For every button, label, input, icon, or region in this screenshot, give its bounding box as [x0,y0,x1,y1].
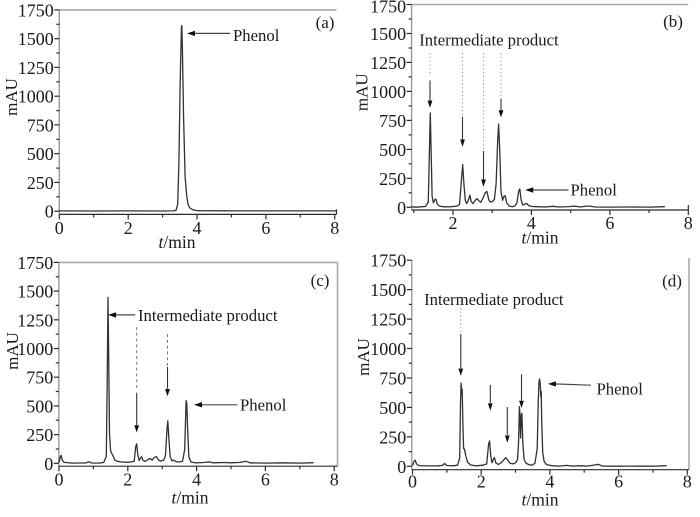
svg-text:1000: 1000 [370,82,406,102]
svg-text:250: 250 [26,425,53,445]
svg-text:1750: 1750 [370,0,406,16]
svg-text:mAU: mAU [3,332,22,370]
svg-text:6: 6 [261,218,270,238]
svg-text:1500: 1500 [370,280,406,300]
svg-text:8: 8 [683,472,692,492]
svg-text:6: 6 [261,469,270,489]
svg-text:500: 500 [26,396,53,416]
svg-text:2: 2 [449,213,458,233]
svg-text:2: 2 [477,472,486,492]
svg-text:1750: 1750 [17,253,53,273]
svg-text:0: 0 [397,457,406,477]
svg-text:Phenol: Phenol [571,180,618,199]
svg-text:Intermediate product: Intermediate product [419,30,559,49]
svg-text:8: 8 [330,218,339,238]
svg-text:t/min: t/min [159,232,196,252]
svg-text:1750: 1750 [18,0,54,20]
svg-text:4: 4 [192,469,201,489]
svg-text:0: 0 [408,472,417,492]
svg-text:(c): (c) [311,271,330,290]
svg-text:6: 6 [614,472,623,492]
svg-text:(d): (d) [662,272,682,291]
svg-text:1500: 1500 [370,24,406,44]
svg-text:750: 750 [27,115,54,135]
svg-text:Phenol: Phenol [233,26,280,45]
svg-text:4: 4 [193,218,202,238]
svg-text:500: 500 [379,398,406,418]
svg-text:1000: 1000 [17,339,53,359]
svg-text:750: 750 [379,369,406,389]
svg-text:0: 0 [397,198,406,218]
svg-text:t/min: t/min [172,488,209,508]
svg-text:mAU: mAU [353,73,372,111]
svg-text:4: 4 [527,213,536,233]
svg-text:750: 750 [26,368,53,388]
svg-text:2: 2 [124,218,133,238]
svg-text:1000: 1000 [370,339,406,359]
svg-text:250: 250 [27,173,54,193]
svg-text:0: 0 [55,218,64,238]
svg-text:750: 750 [379,111,406,131]
svg-text:2: 2 [123,469,132,489]
svg-text:t/min: t/min [522,490,559,510]
svg-text:0: 0 [44,454,53,474]
svg-text:6: 6 [605,213,614,233]
svg-text:1250: 1250 [18,58,54,78]
svg-text:250: 250 [379,427,406,447]
svg-text:mAU: mAU [354,338,373,376]
svg-text:1500: 1500 [18,29,54,49]
svg-text:1500: 1500 [17,282,53,302]
svg-text:(a): (a) [316,13,335,32]
svg-text:0: 0 [55,469,64,489]
svg-text:Phenol: Phenol [240,395,287,414]
svg-text:Intermediate product: Intermediate product [138,306,278,325]
svg-text:1250: 1250 [370,310,406,330]
svg-text:1250: 1250 [370,53,406,73]
svg-text:Phenol: Phenol [597,380,644,399]
svg-text:Intermediate product: Intermediate product [424,290,564,309]
svg-text:t/min: t/min [522,228,559,248]
svg-text:8: 8 [684,213,693,233]
svg-text:250: 250 [379,169,406,189]
svg-text:1750: 1750 [370,251,406,271]
svg-text:mAU: mAU [2,78,21,116]
svg-text:500: 500 [27,144,54,164]
svg-text:500: 500 [379,140,406,160]
svg-text:4: 4 [545,472,554,492]
svg-text:1250: 1250 [17,310,53,330]
svg-text:0: 0 [45,202,54,222]
svg-text:1000: 1000 [18,87,54,107]
svg-text:8: 8 [330,469,339,489]
svg-text:(b): (b) [663,12,683,31]
